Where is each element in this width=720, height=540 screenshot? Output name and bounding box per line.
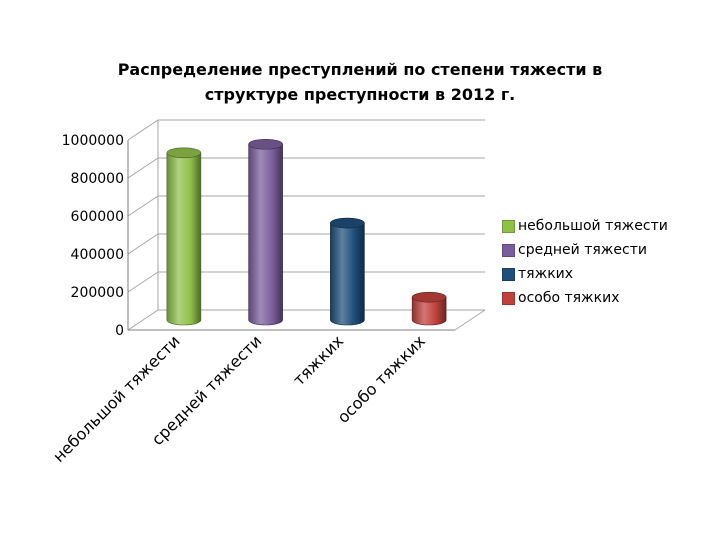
y-tick-label-6: 1000000 <box>62 133 124 149</box>
legend-label-4: особо тяжких <box>518 290 620 306</box>
chart-title-line-2: структуре преступности в 2012 г. <box>204 85 516 104</box>
bar-top-3 <box>330 217 365 229</box>
y-tick-label-4: 600000 <box>71 209 124 225</box>
y-tick-label-3: 400000 <box>71 247 124 263</box>
legend-item-4: особо тяжких <box>502 286 668 310</box>
legend-swatch-1 <box>502 219 515 233</box>
y-tick-label-5: 800000 <box>71 171 124 187</box>
side-grid-1 <box>127 309 159 331</box>
legend-swatch-4 <box>502 291 515 305</box>
legend-swatch-3 <box>502 267 515 281</box>
floor-edge <box>454 309 486 331</box>
bar-body-3 <box>330 222 365 326</box>
legend: небольшой тяжести средней тяжести тяжких… <box>502 214 668 310</box>
legend-item-3: тяжких <box>502 262 668 286</box>
legend-swatch-2 <box>502 243 515 257</box>
legend-item-2: средней тяжести <box>502 238 668 262</box>
bar-top-2 <box>248 138 283 150</box>
bar-body-2 <box>248 143 283 326</box>
legend-label-2: средней тяжести <box>518 242 647 258</box>
y-tick-label-2: 200000 <box>71 285 124 301</box>
chart-title-line-1: Распределение преступлений по степени тя… <box>117 60 603 79</box>
legend-item-1: небольшой тяжести <box>502 214 668 238</box>
legend-label-1: небольшой тяжести <box>518 218 668 234</box>
x-tick-label-4: особо тяжких <box>333 331 428 426</box>
side-grid-3 <box>127 233 159 255</box>
side-grid-5 <box>127 157 159 179</box>
y-tick-label-1: 0 <box>115 323 124 339</box>
x-tick-label-3: тяжких <box>289 331 347 389</box>
side-grid-4 <box>127 195 159 217</box>
bar-body-4 <box>411 296 447 326</box>
side-grid-6 <box>127 119 159 141</box>
bar-top-1 <box>166 147 202 159</box>
legend-label-3: тяжких <box>518 266 574 282</box>
bar-top-4 <box>411 291 447 303</box>
bar-body-1 <box>166 152 202 326</box>
side-grid-2 <box>127 271 159 293</box>
